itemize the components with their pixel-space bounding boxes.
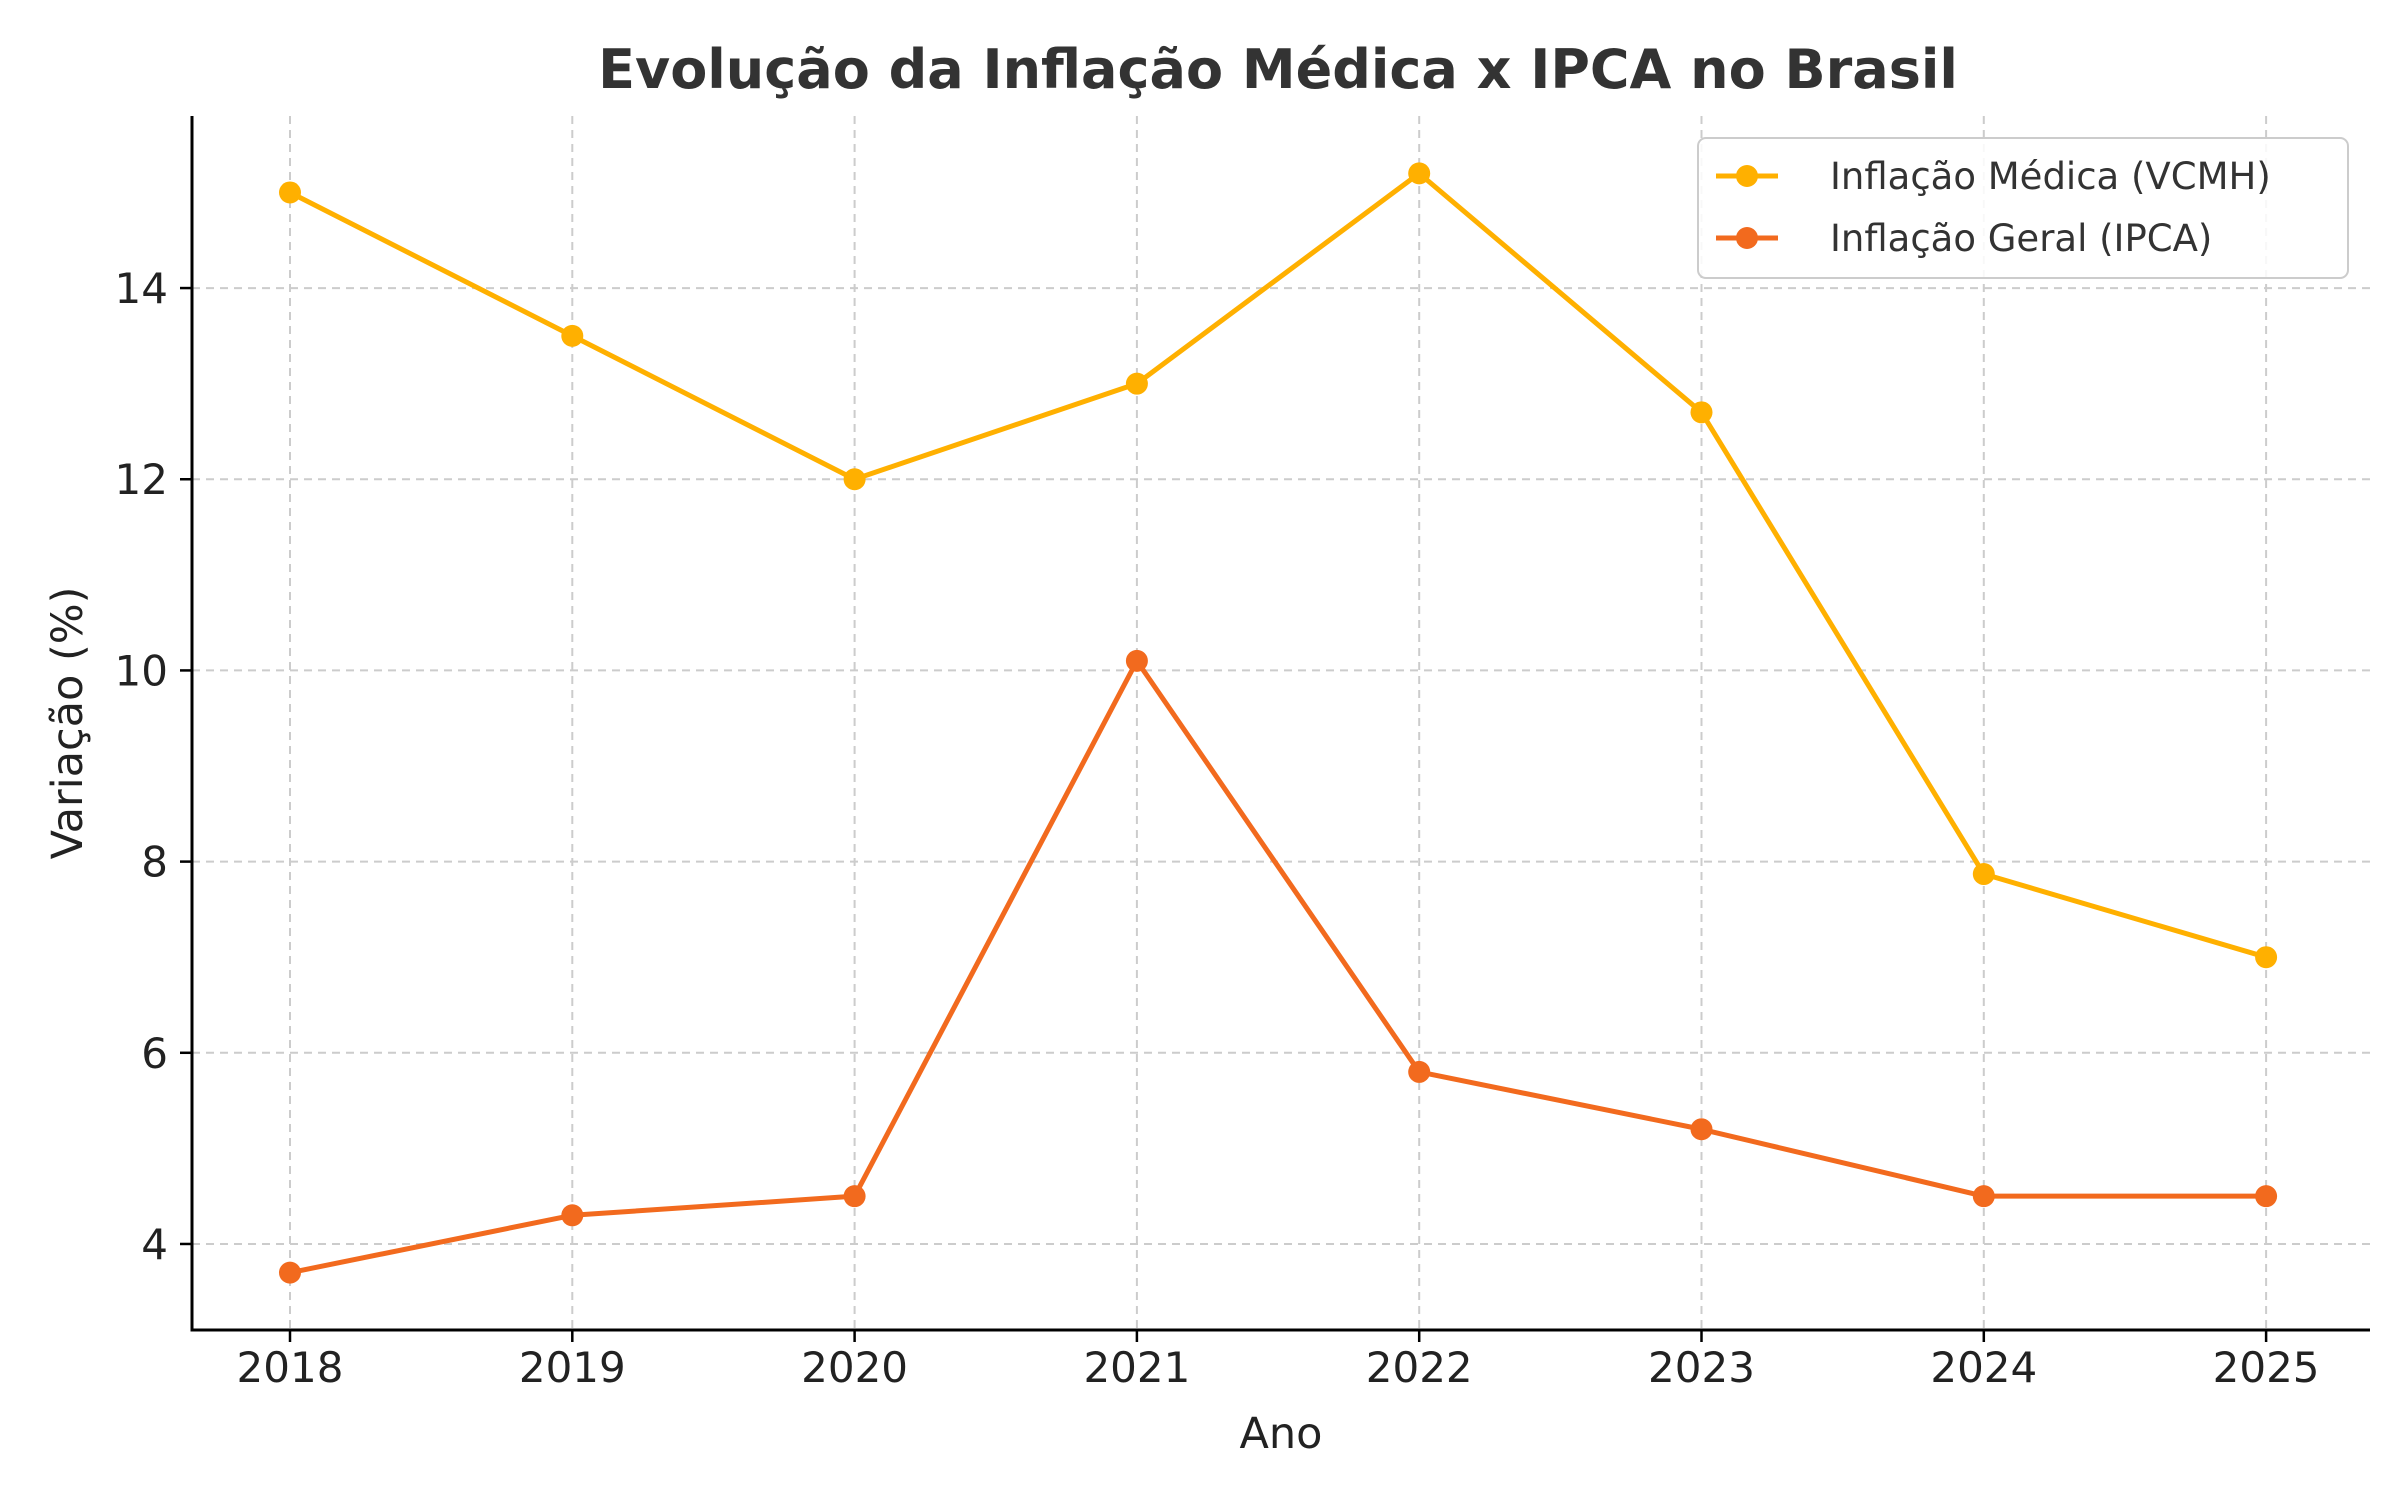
y-axis-label: Variação (%) [43, 587, 93, 860]
x-tick-label: 2019 [519, 1343, 626, 1392]
x-tick-label: 2020 [801, 1343, 908, 1392]
legend: Inflação Médica (VCMH) Inflação Geral (IP… [1697, 137, 2349, 279]
x-tick-label: 2024 [1930, 1343, 2037, 1392]
y-tick-label: 10 [115, 646, 168, 695]
data-point [561, 1204, 584, 1227]
x-tick-label: 2018 [237, 1343, 344, 1392]
x-tick-label: 2025 [2213, 1343, 2320, 1392]
data-point [843, 468, 866, 491]
data-point [1125, 649, 1148, 672]
legend-box [1697, 137, 2349, 279]
chart-title: Evolução da Inflação Médica x IPCA no Br… [598, 38, 1958, 101]
series-layer [279, 162, 2278, 1284]
x-tick-label: 2021 [1083, 1343, 1190, 1392]
x-axis-ticks: 2018 2019 2020 2021 2022 2023 2024 2025 [237, 1330, 2320, 1392]
grid-lines [192, 116, 2370, 1330]
series-1 [279, 162, 2278, 969]
y-axis-ticks: 4 6 8 10 12 14 [115, 264, 192, 1269]
legend-item: Inflação Médica (VCMH) [1716, 155, 2271, 198]
data-point [561, 324, 584, 347]
data-point [279, 1261, 301, 1284]
data-point [1408, 162, 1431, 185]
data-point [1972, 863, 1995, 886]
y-tick-label: 6 [141, 1029, 168, 1078]
x-axis-label: Ano [1240, 1409, 1323, 1459]
series-2 [279, 649, 2278, 1284]
legend-items: Inflação Médica (VCMH) Inflação Geral (IP… [1716, 155, 2271, 260]
series-line [289, 658, 2267, 1276]
x-tick-label: 2023 [1648, 1343, 1755, 1392]
data-point [2255, 946, 2278, 969]
axes [190, 116, 2370, 1332]
legend-marker [1736, 227, 1758, 249]
data-point [279, 181, 301, 204]
x-tick-label: 2022 [1366, 1343, 1473, 1392]
series-line [288, 170, 2267, 960]
data-point [1408, 1060, 1431, 1083]
data-point [1690, 1118, 1713, 1141]
data-point [1690, 401, 1713, 424]
y-tick-label: 12 [115, 455, 168, 504]
y-tick-label: 8 [141, 838, 168, 887]
legend-label: Inflação Geral (IPCA) [1830, 217, 2212, 260]
legend-marker [1736, 165, 1758, 187]
data-point [1125, 372, 1148, 395]
legend-label: Inflação Médica (VCMH) [1830, 155, 2271, 198]
data-point [2255, 1185, 2278, 1208]
legend-item: Inflação Geral (IPCA) [1716, 217, 2212, 260]
data-point [843, 1185, 866, 1208]
data-point [1972, 1185, 1995, 1208]
y-tick-label: 4 [141, 1220, 168, 1269]
y-tick-label: 14 [115, 264, 168, 313]
